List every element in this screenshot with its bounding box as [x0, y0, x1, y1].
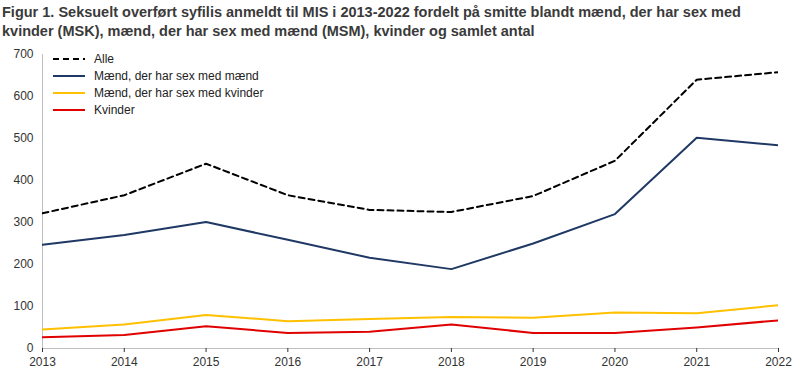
html-text:Figur 1. Seksuelt overført syf: Figur 1. Seksuelt overført syfilis anmel…	[2, 4, 741, 39]
svg-text:2013: 2013	[29, 355, 56, 369]
svg-text:2015: 2015	[193, 355, 220, 369]
svg-text:2019: 2019	[520, 355, 547, 369]
html-text:Mænd, der har sex med mænd: Mænd, der har sex med mænd	[94, 68, 259, 83]
svg-text:500: 500	[13, 131, 33, 145]
svg-text:2016: 2016	[274, 355, 301, 369]
svg-text:700: 700	[13, 47, 33, 61]
svg-text:2017: 2017	[356, 355, 383, 369]
svg-text:100: 100	[13, 299, 33, 313]
html-text:Mænd, der har sex med kvinder: Mænd, der har sex med kvinder	[94, 85, 264, 100]
svg-text:2021: 2021	[683, 355, 710, 369]
svg-text:2018: 2018	[438, 355, 465, 369]
svg-text:400: 400	[13, 173, 33, 187]
html-text:Kvinder: Kvinder	[94, 102, 135, 117]
svg-text:300: 300	[13, 215, 33, 229]
svg-text:0: 0	[27, 341, 34, 355]
svg-text:200: 200	[13, 257, 33, 271]
svg-text:2022: 2022	[765, 355, 792, 369]
svg-text:2020: 2020	[602, 355, 629, 369]
svg-text:600: 600	[13, 89, 33, 103]
svg-text:2014: 2014	[111, 355, 138, 369]
html-text:Alle: Alle	[94, 51, 114, 66]
